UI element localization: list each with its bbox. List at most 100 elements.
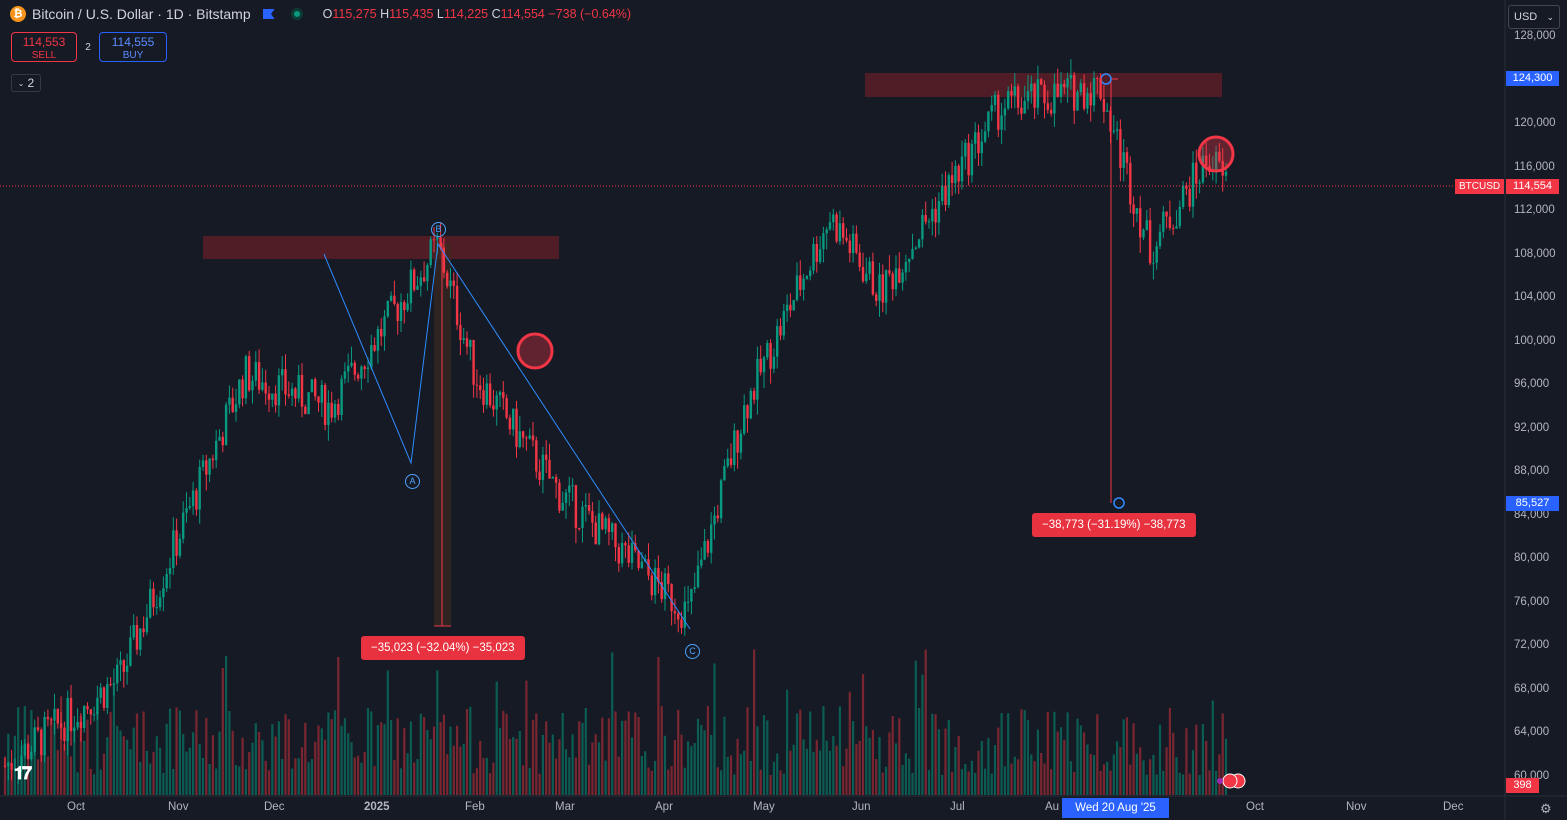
volume-bar [1211, 700, 1214, 795]
volume-bar [710, 734, 713, 795]
volume-bar [660, 706, 663, 795]
candle-body [528, 435, 531, 439]
candle-body [756, 358, 759, 400]
chevron-down-icon: ⌄ [1546, 11, 1554, 22]
candle-body [591, 510, 594, 523]
wave-label-c[interactable]: C [685, 644, 700, 659]
events-icon[interactable] [1212, 771, 1252, 791]
volume-bar [1132, 723, 1135, 795]
candle-body [1168, 216, 1172, 228]
volume-bar [102, 753, 106, 795]
measure-label-2[interactable]: −38,773 (−31.19%) −38,773 [1032, 513, 1196, 537]
wave-label-b[interactable]: B [431, 222, 446, 237]
volume-bar [366, 708, 370, 795]
sell-button[interactable]: 114,553 SELL [11, 32, 77, 62]
highlight-circle-2[interactable] [1197, 135, 1235, 173]
highlight-circle-1[interactable] [516, 332, 554, 370]
volume-bar [198, 744, 201, 795]
candle-body [931, 208, 934, 222]
volume-bar [1201, 724, 1204, 795]
candle-body [409, 269, 413, 304]
volume-bar [1152, 754, 1155, 795]
candle-body [86, 705, 89, 710]
currency-value: USD [1514, 11, 1538, 23]
currency-select[interactable]: USD ⌄ [1508, 5, 1560, 29]
candle-body [254, 362, 257, 381]
candle-body [10, 762, 13, 770]
candle-body [165, 573, 168, 589]
candle-body [541, 454, 545, 480]
volume-bar [1023, 710, 1026, 795]
candle-body [1172, 227, 1175, 229]
flag-icon[interactable] [262, 9, 275, 19]
tradingview-logo-icon[interactable]: 𝟏𝟕 [14, 763, 32, 783]
volume-bar [894, 743, 898, 795]
volume-tag: 398 [1506, 778, 1539, 793]
candle-body [551, 477, 554, 479]
volume-bar [927, 770, 931, 795]
candle-body [531, 435, 535, 441]
candle-body [116, 664, 119, 684]
volume-bar [1086, 744, 1089, 795]
candle-body [1122, 152, 1125, 168]
candle-body [432, 239, 436, 241]
time-axis-tick: Mar [555, 801, 575, 813]
measure-label-1[interactable]: −35,023 (−32.04%) −35,023 [361, 636, 525, 660]
wave-label-a[interactable]: A [405, 474, 420, 489]
volume-bar [746, 707, 749, 795]
symbol-title[interactable]: Bitcoin / U.S. Dollar · 1D · Bitstamp [32, 6, 251, 22]
volume-bar [409, 721, 412, 795]
wave-abc-line[interactable] [323, 242, 691, 630]
indicators-toggle[interactable]: ⌄ 2 [11, 74, 41, 92]
volume-bar [888, 732, 891, 795]
candle-body [1036, 79, 1040, 108]
volume-bar [1178, 772, 1181, 795]
volume-bar [974, 772, 977, 795]
volume-bar [106, 737, 109, 795]
candle-body [937, 201, 941, 223]
candle-body [426, 264, 429, 282]
gear-icon[interactable]: ⚙ [1540, 801, 1552, 816]
price-axis-tick: 72,000 [1514, 639, 1550, 651]
candle-body [347, 365, 350, 372]
candle-body [845, 237, 848, 241]
volume-bar [799, 709, 802, 795]
candle-body [191, 490, 195, 507]
measure-handle-bottom[interactable] [1113, 497, 1125, 509]
market-status-icon[interactable] [290, 8, 303, 20]
resistance-zone-1[interactable] [203, 236, 559, 259]
candle-body [964, 142, 967, 157]
volume-bar [1112, 754, 1115, 795]
candle-body [145, 617, 149, 633]
candle-body [475, 384, 479, 386]
candle-body [967, 142, 970, 176]
buy-button[interactable]: 114,555 BUY [99, 32, 167, 62]
candle-body [350, 362, 353, 366]
candle-body [314, 379, 317, 397]
candle-body [139, 628, 142, 650]
candle-body [211, 458, 215, 461]
candle-body [706, 540, 710, 553]
volume-bar [406, 753, 409, 795]
candle-body [436, 237, 439, 240]
price-axis-tick: 80,000 [1514, 552, 1550, 564]
volume-bar [218, 731, 221, 795]
volume-bar [522, 765, 525, 795]
candle-body [53, 708, 56, 721]
volume-bar [911, 772, 914, 795]
candle-body [1053, 83, 1056, 114]
volume-bar [475, 768, 478, 795]
volume-bar [654, 760, 657, 795]
volume-bar [627, 711, 630, 795]
candle-body [1102, 98, 1106, 112]
volume-bar [60, 696, 63, 795]
candle-body [465, 338, 469, 347]
volume-bar [340, 725, 343, 795]
bitcoin-logo-icon: ₿ [10, 6, 26, 22]
volume-bar [706, 706, 709, 795]
volume-bar [756, 726, 759, 795]
candle-body [413, 269, 416, 290]
candle-body [1026, 91, 1030, 102]
volume-bar [254, 723, 257, 795]
